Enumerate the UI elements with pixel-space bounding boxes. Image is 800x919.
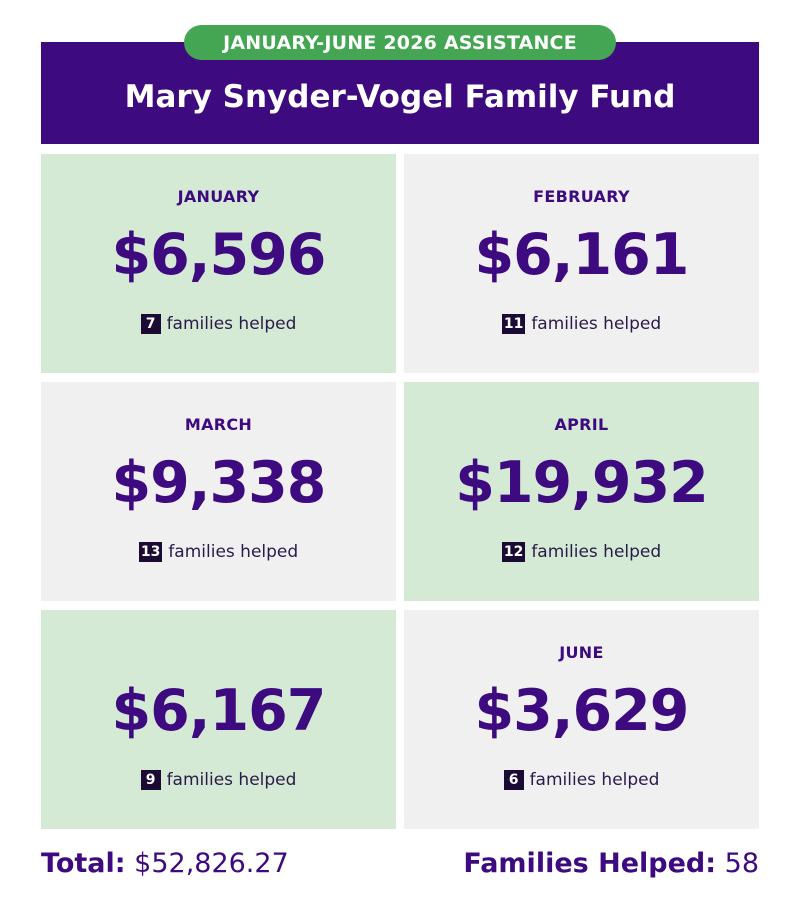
families-label: families helped bbox=[166, 770, 297, 790]
month-card-april: APRIL $19,932 12 families helped bbox=[404, 382, 759, 601]
families-count-badge: 6 bbox=[503, 770, 524, 790]
month-amount: $9,338 bbox=[111, 450, 327, 516]
month-label: MARCH bbox=[184, 415, 253, 434]
families-summary: Families Helped: 58 bbox=[463, 848, 759, 879]
month-label: APRIL bbox=[554, 415, 609, 434]
month-amount: $6,161 bbox=[474, 222, 690, 288]
month-amount: $6,167 bbox=[111, 678, 327, 744]
families-helped-label: Families Helped: bbox=[463, 848, 717, 879]
families-label: families helped bbox=[529, 770, 660, 790]
page-title: Mary Snyder-Vogel Family Fund bbox=[124, 79, 676, 115]
families-count-badge: 7 bbox=[140, 314, 161, 334]
families-helped: 7 families helped bbox=[41, 314, 396, 334]
families-label: families helped bbox=[531, 542, 662, 562]
families-count-badge: 11 bbox=[501, 314, 526, 334]
month-amount: $6,596 bbox=[111, 222, 327, 288]
month-card-may: $6,167 9 families helped bbox=[41, 610, 396, 829]
families-helped-value: 58 bbox=[724, 848, 759, 879]
families-label: families helped bbox=[168, 542, 299, 562]
families-helped: 11 families helped bbox=[404, 314, 759, 334]
families-count-badge: 9 bbox=[140, 770, 161, 790]
month-card-february: FEBRUARY $6,161 11 families helped bbox=[404, 154, 759, 373]
families-helped: 9 families helped bbox=[41, 770, 396, 790]
total-value: $52,826.27 bbox=[134, 848, 289, 879]
period-badge: JANUARY-JUNE 2026 ASSISTANCE bbox=[184, 25, 616, 60]
families-helped: 6 families helped bbox=[404, 770, 759, 790]
month-card-march: MARCH $9,338 13 families helped bbox=[41, 382, 396, 601]
month-amount: $19,932 bbox=[455, 450, 709, 516]
month-card-june: JUNE $3,629 6 families helped bbox=[404, 610, 759, 829]
families-helped: 12 families helped bbox=[404, 542, 759, 562]
month-amount: $3,629 bbox=[474, 678, 690, 744]
families-label: families helped bbox=[166, 314, 297, 334]
month-label: FEBRUARY bbox=[533, 187, 630, 206]
families-count-badge: 13 bbox=[138, 542, 163, 562]
families-label: families helped bbox=[531, 314, 662, 334]
families-helped: 13 families helped bbox=[41, 542, 396, 562]
month-card-january: JANUARY $6,596 7 families helped bbox=[41, 154, 396, 373]
total-label: Total: bbox=[41, 848, 126, 879]
month-label: JANUARY bbox=[177, 187, 260, 206]
total-summary: Total: $52,826.27 bbox=[41, 848, 289, 879]
families-count-badge: 12 bbox=[501, 542, 526, 562]
month-label: JUNE bbox=[559, 643, 604, 662]
